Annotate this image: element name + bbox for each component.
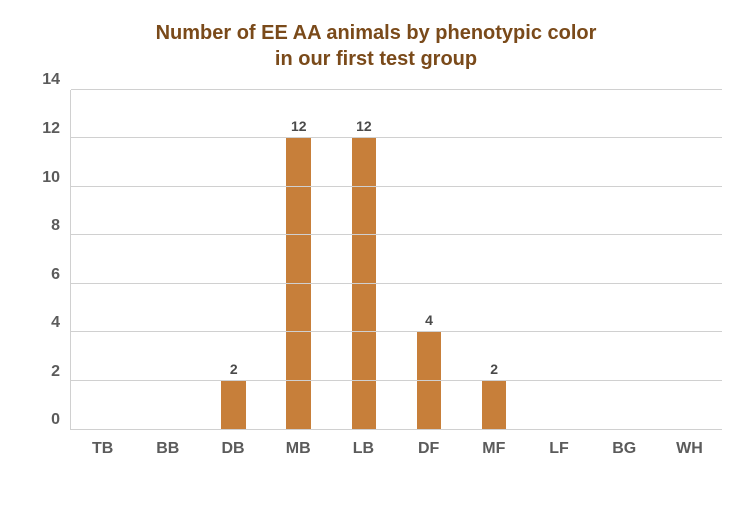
gridline [71, 186, 722, 187]
x-tick-WH: WH [657, 440, 722, 458]
bar-value-label: 4 [425, 312, 433, 328]
bars-layer: 2121242 [71, 90, 722, 429]
bar-value-label: 2 [490, 361, 498, 377]
bar-slot [657, 90, 722, 429]
bar-LB: 12 [352, 138, 377, 429]
bar-slot [136, 90, 201, 429]
x-axis: TBBBDBMBLBDFMFLFBGWH [70, 440, 722, 458]
x-tick-BG: BG [592, 440, 657, 458]
x-tick-MB: MB [266, 440, 331, 458]
x-tick-DF: DF [396, 440, 461, 458]
bar-DF: 4 [417, 332, 442, 429]
gridline [71, 137, 722, 138]
bar-MB: 12 [286, 138, 311, 429]
plot-wrap: 14121086420 2121242 [30, 90, 722, 430]
bar-value-label: 12 [356, 118, 372, 134]
x-tick-LB: LB [331, 440, 396, 458]
bar-slot: 2 [462, 90, 527, 429]
chart-title-line1: Number of EE AA animals by phenotypic co… [30, 20, 722, 46]
bar-MF: 2 [482, 381, 507, 429]
gridline [71, 331, 722, 332]
x-tick-LF: LF [526, 440, 591, 458]
gridline [71, 89, 722, 90]
plot-area: 2121242 [70, 90, 722, 430]
chart-container: Number of EE AA animals by phenotypic co… [0, 0, 752, 510]
bar-slot: 2 [201, 90, 266, 429]
gridline [71, 283, 722, 284]
gridline [71, 380, 722, 381]
bar-slot [527, 90, 592, 429]
y-axis: 14121086420 [30, 90, 70, 430]
chart-title: Number of EE AA animals by phenotypic co… [30, 20, 722, 72]
bar-value-label: 12 [291, 118, 307, 134]
x-tick-TB: TB [70, 440, 135, 458]
bar-slot [592, 90, 657, 429]
bar-slot [71, 90, 136, 429]
chart-title-line2: in our first test group [30, 46, 722, 72]
x-tick-DB: DB [200, 440, 265, 458]
bar-slot: 12 [331, 90, 396, 429]
x-tick-BB: BB [135, 440, 200, 458]
x-tick-MF: MF [461, 440, 526, 458]
gridline [71, 234, 722, 235]
bar-DB: 2 [221, 381, 246, 429]
bar-slot: 4 [396, 90, 461, 429]
bar-slot: 12 [266, 90, 331, 429]
bar-value-label: 2 [230, 361, 238, 377]
